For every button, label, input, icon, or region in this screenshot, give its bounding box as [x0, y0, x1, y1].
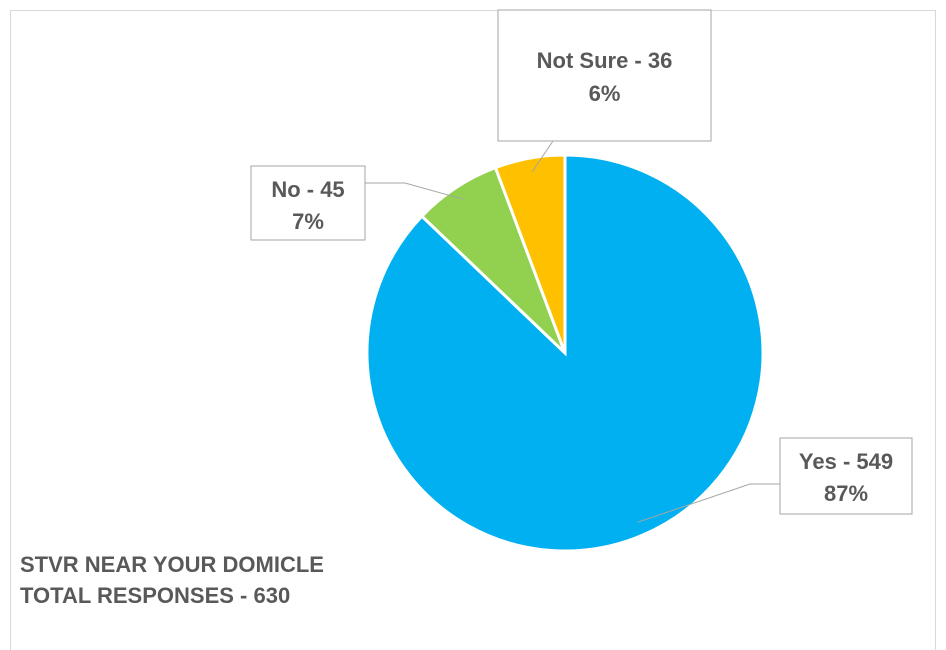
data-label-box-yes — [779, 437, 913, 515]
data-label-box-no — [250, 165, 366, 241]
leader-line-not-sure — [531, 140, 554, 173]
leader-lines — [365, 140, 780, 523]
chart-caption-line-1: STVR NEAR YOUR DOMICLE — [20, 552, 324, 577]
data-label-no: No - 45 — [271, 177, 344, 202]
percent-label-not-sure: 6% — [589, 81, 621, 106]
pie-slice-yes — [365, 153, 765, 553]
chart-caption-line-2: TOTAL RESPONSES - 630 — [20, 583, 291, 608]
pie-slice-not-sure — [493, 153, 567, 354]
pie-slices — [365, 153, 765, 553]
data-labels: Yes - 549 87% No - 45 7% Not Sure - 36 6% — [250, 9, 913, 515]
percent-label-no: 7% — [292, 209, 324, 234]
data-label-box-not-sure — [497, 9, 712, 142]
data-label-yes: Yes - 549 — [799, 449, 893, 474]
data-label-not-sure: Not Sure - 36 — [537, 48, 673, 73]
leader-line-yes — [637, 483, 780, 523]
leader-line-no — [365, 182, 464, 200]
percent-label-yes: 87% — [824, 481, 868, 506]
